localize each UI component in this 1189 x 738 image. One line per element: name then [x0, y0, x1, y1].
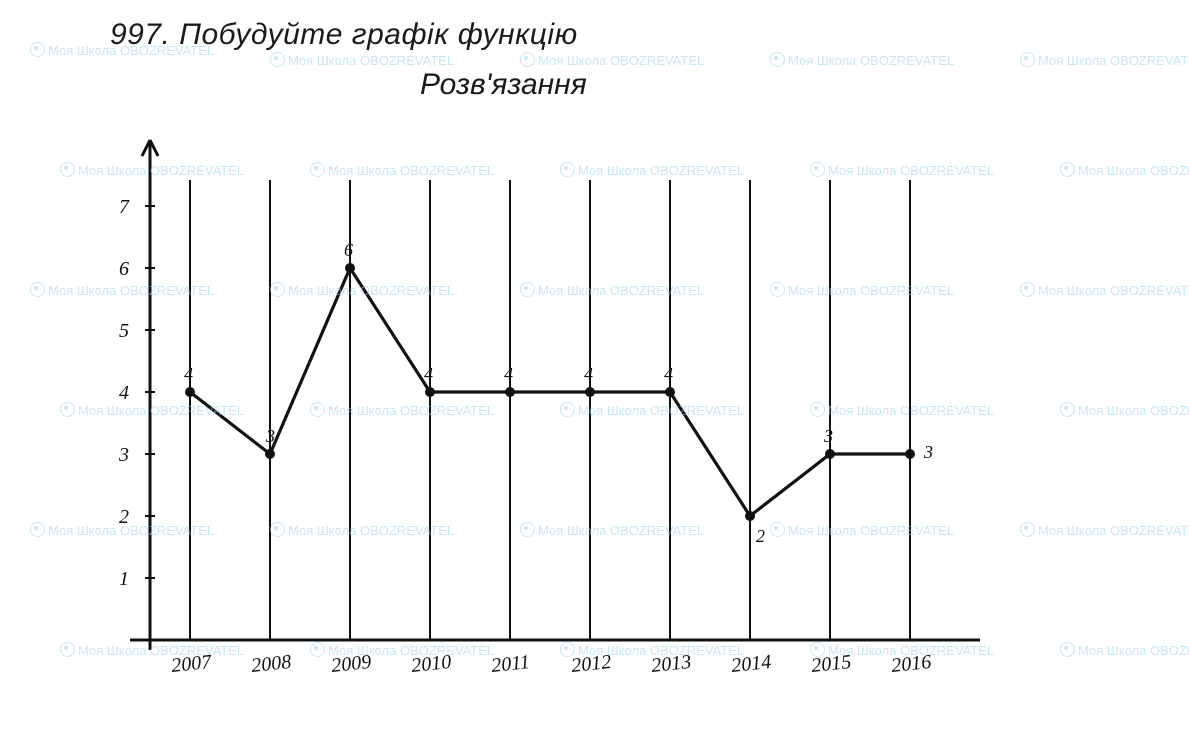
data-point	[825, 449, 835, 459]
watermark: Моя Школа OBOZREVATEL	[1020, 520, 1189, 538]
y-tick-label: 5	[119, 320, 129, 342]
watermark: Моя Школа OBOZREVATEL	[1020, 280, 1189, 298]
watermark: Моя Школа OBOZREVATEL	[1060, 640, 1189, 658]
point-label: 3	[823, 426, 833, 446]
watermark: Моя Школа OBOZREVATEL	[1020, 50, 1189, 68]
x-tick-label: 2012	[570, 651, 612, 677]
line-chart: 2007 2008 2009 2010 2011 2012 2013 2014 2015 2016…	[110, 160, 970, 690]
watermark: Моя Школа OBOZREVATEL	[770, 50, 954, 68]
watermark: Моя Школа OBOZREVATEL	[270, 50, 454, 68]
point-label: 4	[664, 364, 673, 384]
x-tick-label: 2010	[410, 651, 452, 677]
data-point	[505, 387, 515, 397]
data-point	[425, 387, 435, 397]
point-label: 3	[923, 442, 933, 462]
data-line	[190, 268, 910, 516]
data-point	[665, 387, 675, 397]
watermark: Моя Школа OBOZREVATEL	[520, 50, 704, 68]
data-point	[185, 387, 195, 397]
point-label: 4	[504, 364, 513, 384]
x-tick-label: 2014	[730, 651, 772, 677]
x-tick-label: 2011	[490, 651, 531, 677]
data-point	[745, 511, 755, 521]
x-tick-label: 2016	[890, 651, 932, 677]
x-tick-label: 2008	[250, 651, 292, 677]
point-label: 2	[756, 526, 765, 546]
solution-heading: Розв'язання	[420, 68, 587, 102]
page-root: 997. Побудуйте графік функцію Розв'язанн…	[0, 0, 1189, 738]
point-label: 4	[184, 364, 193, 384]
data-point	[265, 449, 275, 459]
point-label: 4	[584, 364, 593, 384]
point-label: 6	[344, 240, 353, 260]
y-tick-label: 7	[119, 196, 130, 218]
data-point	[905, 449, 915, 459]
x-tick-label: 2013	[650, 651, 692, 677]
x-tick-label: 2007	[170, 651, 213, 677]
x-tick-label: 2009	[330, 651, 372, 677]
point-label: 3	[265, 426, 275, 446]
chart-svg: 2007 2008 2009 2010 2011 2012 2013 2014 2015 2016…	[110, 160, 970, 690]
data-point	[345, 263, 355, 273]
y-tick-label: 6	[119, 258, 129, 280]
point-label: 4	[424, 364, 433, 384]
problem-title: 997. Побудуйте графік функцію	[110, 18, 578, 52]
y-tick-label: 1	[119, 568, 129, 590]
watermark: Моя Школа OBOZREVATEL	[1060, 400, 1189, 418]
y-tick-label: 3	[118, 444, 129, 466]
watermark: Моя Школа OBOZREVATEL	[1060, 160, 1189, 178]
x-tick-label: 2015	[810, 651, 852, 677]
y-tick-label: 2	[119, 506, 129, 528]
y-tick-label: 4	[119, 382, 129, 404]
data-point	[585, 387, 595, 397]
